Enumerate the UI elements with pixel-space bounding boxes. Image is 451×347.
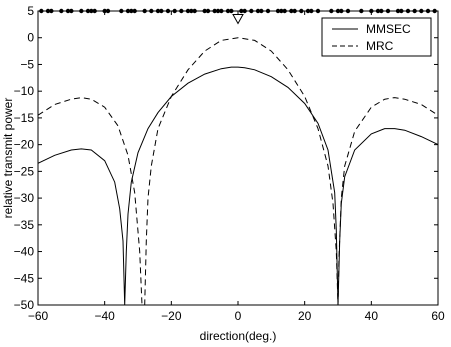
x-tick-label: 40 xyxy=(365,309,379,323)
tick-layer xyxy=(37,10,439,306)
x-tick-label: −20 xyxy=(161,309,182,323)
y-tick-label: 0 xyxy=(27,31,34,45)
y-tick-label: −15 xyxy=(14,111,35,125)
legend-label-mrc: MRC xyxy=(366,39,394,53)
y-tick-label: −5 xyxy=(20,57,34,71)
tick-label-layer: −60 −40 −20 0 20 40 60 5 0 −5 −10 −15 −20 −25 −30 −35 −4… xyxy=(14,4,445,323)
y-tick-label: −40 xyxy=(14,245,35,259)
series-layer xyxy=(38,37,438,305)
y-tick-label: −45 xyxy=(14,271,35,285)
x-tick-label: 20 xyxy=(298,309,312,323)
y-tick-label: 5 xyxy=(27,4,34,18)
x-tick-label: 60 xyxy=(431,309,445,323)
x-tick-label: −60 xyxy=(28,309,49,323)
y-tick-label: −35 xyxy=(14,218,35,232)
y-tick-label: −20 xyxy=(14,138,35,152)
series-line-mmsec xyxy=(38,66,438,305)
legend: MMSEC MRC xyxy=(321,17,432,57)
series-line-mrc xyxy=(38,37,438,305)
y-tick-label: −25 xyxy=(14,164,35,178)
legend-box xyxy=(321,17,432,57)
x-axis-label: direction(deg.) xyxy=(200,329,277,343)
y-axis-label: relative transmit power xyxy=(1,98,15,219)
y-tick-label: −30 xyxy=(14,191,35,205)
triangle-marker xyxy=(232,13,244,25)
x-tick-label: 0 xyxy=(235,309,242,323)
y-tick-label: −10 xyxy=(14,84,35,98)
y-tick-label: −50 xyxy=(14,298,35,312)
legend-label-mmsec: MMSEC xyxy=(366,22,411,36)
x-tick-label: −40 xyxy=(94,309,115,323)
